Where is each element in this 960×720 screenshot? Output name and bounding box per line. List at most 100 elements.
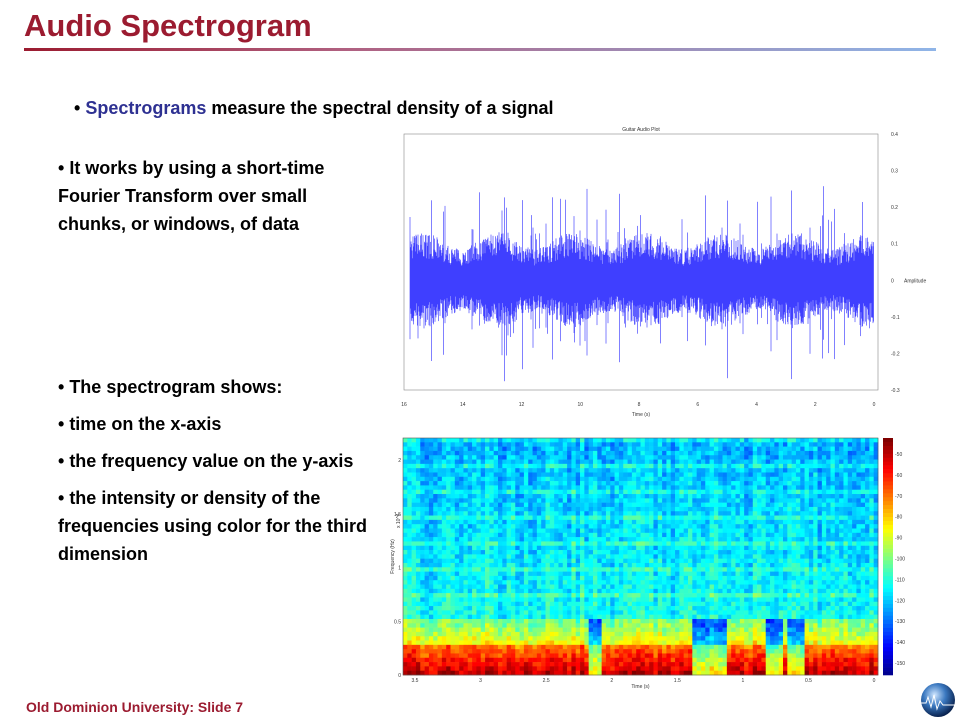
spectrogram-cell	[437, 502, 443, 508]
spectrogram-cell	[614, 498, 620, 503]
spectrogram-cell	[783, 459, 788, 465]
spectrogram-cell	[541, 481, 546, 486]
spectrogram-cell	[688, 580, 693, 585]
spectrogram-cell	[588, 662, 594, 667]
spectrogram-cell	[765, 588, 771, 594]
spectrogram-cell	[575, 524, 581, 529]
spectrogram-cell	[618, 541, 624, 547]
spectrogram-cell	[774, 558, 779, 564]
spectrogram-cell	[705, 502, 710, 508]
spectrogram-cell	[744, 640, 749, 646]
spectrogram-cell	[688, 524, 693, 529]
spectrogram-cell	[709, 528, 715, 534]
spectrogram-cell	[446, 476, 451, 482]
spectrogram-cell	[713, 636, 719, 641]
spectrogram-cell	[683, 537, 689, 542]
spectrogram-cell	[605, 597, 611, 603]
spectrogram-cell	[649, 610, 654, 615]
spectrogram-cell	[502, 606, 507, 611]
spectrogram-cell	[411, 567, 417, 572]
spectrogram-cell	[575, 528, 581, 534]
spectrogram-cell	[588, 450, 594, 456]
spectrogram-cell	[705, 489, 710, 495]
spectrogram-cell	[519, 481, 525, 486]
spectrogram-cell	[575, 515, 581, 521]
spectrogram-cell	[441, 455, 447, 460]
spectrogram-cell	[567, 606, 572, 611]
spectrogram-cell	[778, 640, 784, 646]
spectrogram-cell	[696, 614, 702, 620]
spectrogram-cell	[532, 468, 538, 473]
spectrogram-cell	[597, 610, 602, 615]
spectrogram-cell	[631, 623, 637, 628]
spectrogram-cell	[713, 580, 719, 585]
spectrogram-cell	[588, 623, 594, 628]
spectrogram-cell	[463, 666, 469, 671]
spectrogram-cell	[739, 636, 745, 641]
spectrogram-cell	[700, 511, 706, 516]
spectrogram-cell	[765, 575, 771, 581]
spectrogram-cell	[584, 519, 589, 525]
spectrogram-cell	[688, 597, 693, 603]
spectrogram-cell	[700, 506, 706, 512]
spectrogram-cell	[657, 662, 663, 667]
spectrogram-cell	[683, 601, 689, 607]
intro-text: measure the spectral density of a signal	[211, 98, 554, 118]
spectrogram-cell	[580, 666, 585, 671]
spectrogram-cell	[787, 653, 792, 659]
spectrogram-cell	[649, 506, 654, 512]
spectrogram-cell	[545, 519, 551, 525]
spectrogram-cell	[774, 545, 779, 551]
spectrogram-cell	[498, 657, 503, 663]
spectrogram-cell	[428, 653, 434, 659]
spectrogram-cell	[549, 498, 555, 503]
spectrogram-cell	[510, 666, 516, 671]
spectrogram-cell	[614, 472, 620, 478]
spectrogram-cell	[580, 597, 585, 603]
spectrogram-cell	[610, 670, 615, 676]
spectrogram-cell	[433, 438, 438, 443]
spectrogram-cell	[787, 614, 792, 620]
spectrogram-cell	[407, 623, 412, 628]
spectrogram-cell	[476, 545, 482, 551]
spectrogram-cell	[515, 481, 520, 486]
spectrogram-cell	[765, 455, 771, 460]
spectrogram-cell	[670, 554, 676, 559]
spectrogram-cell	[670, 649, 676, 654]
spectrogram-cell	[614, 636, 620, 641]
spectrogram-cell	[666, 618, 672, 624]
spectrogram-cell	[726, 666, 732, 671]
spectrogram-cell	[726, 489, 732, 495]
spectrogram-cell	[428, 463, 434, 469]
spectrogram-cell	[748, 524, 754, 529]
spectrogram-cell	[692, 575, 697, 581]
spectrogram-cell	[657, 532, 663, 538]
spectrogram-cell	[649, 640, 654, 646]
spectrogram-cell	[528, 476, 533, 482]
spectrogram-cell	[709, 670, 715, 676]
spectrogram-cell	[523, 653, 529, 659]
spectrogram-cell	[675, 631, 680, 637]
spectrogram-cell	[649, 519, 654, 525]
spectrogram-cell	[502, 550, 507, 555]
spectrogram-cell	[588, 494, 594, 499]
spectrogram-cell	[485, 472, 490, 478]
spectrogram-cell	[493, 558, 499, 564]
x-tick-label: 14	[460, 402, 466, 408]
spectrogram-cell	[627, 666, 633, 671]
spectrogram-cell	[532, 636, 538, 641]
spectrogram-cell	[519, 653, 525, 659]
spectrogram-cell	[441, 438, 447, 443]
spectrogram-cell	[536, 670, 542, 676]
spectrogram-cell	[605, 649, 611, 654]
spectrogram-cell	[614, 438, 620, 443]
spectrogram-cell	[498, 580, 503, 585]
spectrogram-cell	[415, 614, 421, 620]
spectrogram-cell	[692, 588, 697, 594]
spectrogram-cell	[446, 571, 451, 577]
spectrogram-cell	[575, 657, 581, 663]
spectrogram-cell	[597, 450, 602, 456]
spectrogram-cell	[549, 502, 555, 508]
spectrogram-cell	[580, 485, 585, 491]
spectrogram-cell	[541, 515, 546, 521]
